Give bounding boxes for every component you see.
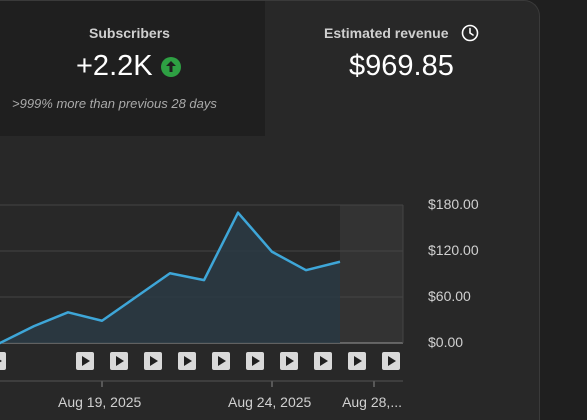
subscribers-metric-card[interactable]: Subscribers +2.2K >999% more than previo… [0, 1, 265, 136]
y-tick-label: $60.00 [428, 288, 471, 304]
subscribers-value: +2.2K [76, 50, 153, 82]
y-tick-label: $180.00 [428, 196, 479, 212]
subscribers-comparison-note: >999% more than previous 28 days [12, 96, 217, 111]
play-video-icon[interactable] [76, 352, 94, 370]
x-tick-label: Aug 19, 2025 [58, 394, 142, 410]
play-video-icon[interactable] [0, 352, 6, 370]
revenue-title: Estimated revenue [324, 25, 449, 41]
play-video-icon[interactable] [144, 352, 162, 370]
play-video-icon[interactable] [280, 352, 298, 370]
x-tick-label: Aug 28,... [342, 394, 402, 410]
arrow-up-circle-icon [161, 57, 181, 77]
revenue-line[interactable] [0, 211, 341, 345]
play-video-icon[interactable] [178, 352, 196, 370]
y-tick-label: $120.00 [428, 242, 479, 258]
play-video-icon[interactable] [348, 352, 366, 370]
revenue-chart [0, 204, 404, 387]
y-tick-label: $0.00 [428, 334, 464, 350]
analytics-panel: Subscribers +2.2K >999% more than previo… [0, 0, 540, 420]
play-video-icon[interactable] [314, 352, 332, 370]
x-tick-label: Aug 24, 2025 [228, 394, 312, 410]
play-video-icon[interactable] [212, 352, 230, 370]
subscribers-title: Subscribers [89, 25, 170, 41]
revenue-area [0, 212, 340, 343]
revenue-value: $969.85 [349, 50, 454, 82]
projected-region [340, 205, 403, 343]
play-video-icon[interactable] [382, 352, 400, 370]
play-video-icon[interactable] [110, 352, 128, 370]
play-video-icon[interactable] [246, 352, 264, 370]
clock-icon[interactable] [461, 24, 479, 42]
